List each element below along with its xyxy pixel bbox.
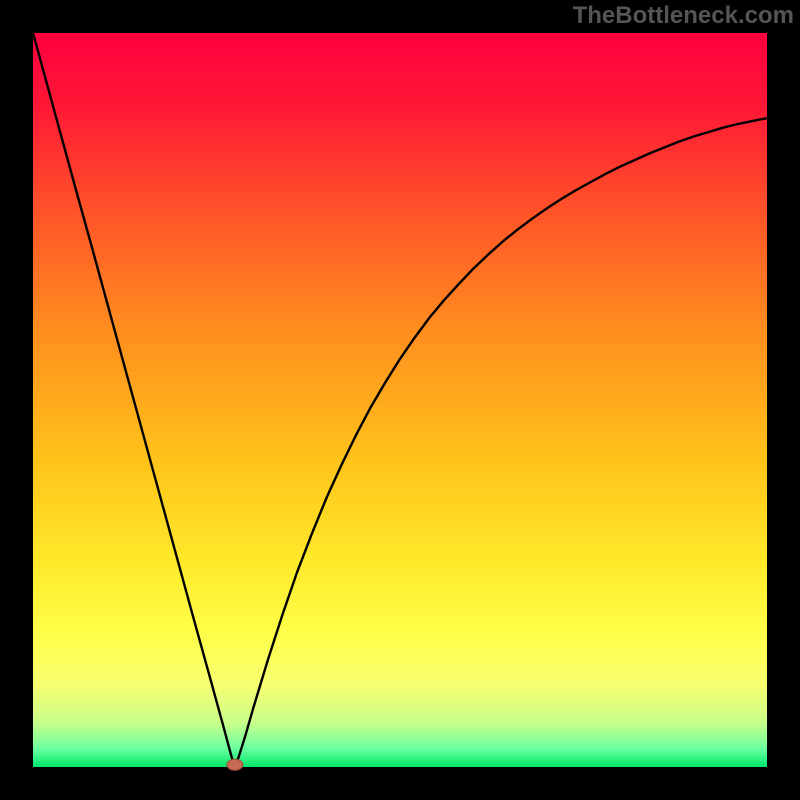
- chart-container: TheBottleneck.com: [0, 0, 800, 800]
- optimal-point-marker: [227, 759, 243, 770]
- chart-svg: [0, 0, 800, 800]
- plot-background-gradient: [33, 33, 767, 767]
- watermark-text: TheBottleneck.com: [573, 2, 794, 30]
